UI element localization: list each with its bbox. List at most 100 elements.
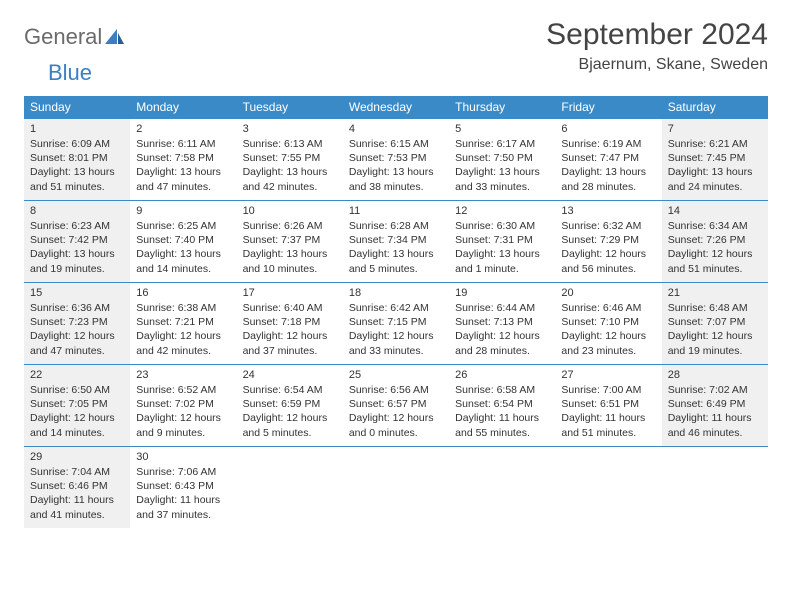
calendar-cell: 13Sunrise: 6:32 AMSunset: 7:29 PMDayligh…: [555, 200, 661, 282]
month-title: September 2024: [546, 18, 768, 52]
brand-word-2: Blue: [48, 60, 92, 86]
calendar-cell: 9Sunrise: 6:25 AMSunset: 7:40 PMDaylight…: [130, 200, 236, 282]
sunset-text: Sunset: 7:45 PM: [668, 151, 762, 165]
daylight1-text: Daylight: 13 hours: [243, 247, 337, 261]
daylight1-text: Daylight: 13 hours: [30, 247, 124, 261]
daylight2-text: and 14 minutes.: [30, 426, 124, 440]
sunset-text: Sunset: 7:23 PM: [30, 315, 124, 329]
daylight2-text: and 51 minutes.: [30, 180, 124, 194]
day-number: 20: [561, 287, 655, 299]
calendar-cell: 22Sunrise: 6:50 AMSunset: 7:05 PMDayligh…: [24, 364, 130, 446]
sunset-text: Sunset: 7:37 PM: [243, 233, 337, 247]
calendar-cell: 17Sunrise: 6:40 AMSunset: 7:18 PMDayligh…: [237, 282, 343, 364]
daylight2-text: and 37 minutes.: [243, 344, 337, 358]
day-number: 28: [668, 369, 762, 381]
day-number: 4: [349, 123, 443, 135]
daylight2-text: and 5 minutes.: [243, 426, 337, 440]
sunrise-text: Sunrise: 7:04 AM: [30, 465, 124, 479]
day-number: 8: [30, 205, 124, 217]
day-number: 2: [136, 123, 230, 135]
daylight1-text: Daylight: 13 hours: [349, 247, 443, 261]
daylight2-text: and 51 minutes.: [561, 426, 655, 440]
daylight2-text: and 37 minutes.: [136, 508, 230, 522]
sunrise-text: Sunrise: 6:15 AM: [349, 137, 443, 151]
weekday-header: Tuesday: [237, 96, 343, 118]
day-number: 15: [30, 287, 124, 299]
daylight2-text: and 19 minutes.: [668, 344, 762, 358]
calendar-cell: 1Sunrise: 6:09 AMSunset: 8:01 PMDaylight…: [24, 118, 130, 200]
daylight2-text: and 10 minutes.: [243, 262, 337, 276]
daylight2-text: and 33 minutes.: [455, 180, 549, 194]
calendar-cell: 15Sunrise: 6:36 AMSunset: 7:23 PMDayligh…: [24, 282, 130, 364]
sunset-text: Sunset: 8:01 PM: [30, 151, 124, 165]
daylight1-text: Daylight: 12 hours: [668, 247, 762, 261]
calendar-cell: 23Sunrise: 6:52 AMSunset: 7:02 PMDayligh…: [130, 364, 236, 446]
daylight2-text: and 0 minutes.: [349, 426, 443, 440]
daylight1-text: Daylight: 12 hours: [349, 329, 443, 343]
sunrise-text: Sunrise: 6:32 AM: [561, 219, 655, 233]
logo-sail-icon: [104, 28, 126, 46]
daylight2-text: and 28 minutes.: [455, 344, 549, 358]
calendar-cell: 4Sunrise: 6:15 AMSunset: 7:53 PMDaylight…: [343, 118, 449, 200]
day-number: 9: [136, 205, 230, 217]
sunset-text: Sunset: 7:10 PM: [561, 315, 655, 329]
calendar-cell: 29Sunrise: 7:04 AMSunset: 6:46 PMDayligh…: [24, 446, 130, 528]
daylight1-text: Daylight: 12 hours: [455, 329, 549, 343]
sunset-text: Sunset: 7:02 PM: [136, 397, 230, 411]
weekday-header: Saturday: [662, 96, 768, 118]
daylight1-text: Daylight: 12 hours: [668, 329, 762, 343]
day-number: 22: [30, 369, 124, 381]
day-number: 25: [349, 369, 443, 381]
day-number: 21: [668, 287, 762, 299]
sunrise-text: Sunrise: 6:44 AM: [455, 301, 549, 315]
day-number: 5: [455, 123, 549, 135]
sunrise-text: Sunrise: 6:42 AM: [349, 301, 443, 315]
calendar-cell: 14Sunrise: 6:34 AMSunset: 7:26 PMDayligh…: [662, 200, 768, 282]
sunset-text: Sunset: 7:18 PM: [243, 315, 337, 329]
daylight2-text: and 19 minutes.: [30, 262, 124, 276]
daylight1-text: Daylight: 12 hours: [561, 329, 655, 343]
day-number: 11: [349, 205, 443, 217]
daylight2-text: and 33 minutes.: [349, 344, 443, 358]
daylight2-text: and 56 minutes.: [561, 262, 655, 276]
brand-logo: General: [24, 24, 126, 50]
brand-word-1: General: [24, 24, 102, 50]
weekday-header: Wednesday: [343, 96, 449, 118]
calendar-cell: 3Sunrise: 6:13 AMSunset: 7:55 PMDaylight…: [237, 118, 343, 200]
calendar-cell: 7Sunrise: 6:21 AMSunset: 7:45 PMDaylight…: [662, 118, 768, 200]
daylight2-text: and 1 minute.: [455, 262, 549, 276]
day-number: 18: [349, 287, 443, 299]
sunset-text: Sunset: 6:51 PM: [561, 397, 655, 411]
calendar-cell: 24Sunrise: 6:54 AMSunset: 6:59 PMDayligh…: [237, 364, 343, 446]
daylight1-text: Daylight: 13 hours: [668, 165, 762, 179]
calendar-cell: 26Sunrise: 6:58 AMSunset: 6:54 PMDayligh…: [449, 364, 555, 446]
calendar-cell: 30Sunrise: 7:06 AMSunset: 6:43 PMDayligh…: [130, 446, 236, 528]
title-block: September 2024 Bjaernum, Skane, Sweden: [546, 18, 768, 74]
weekday-header: Monday: [130, 96, 236, 118]
daylight1-text: Daylight: 13 hours: [455, 165, 549, 179]
daylight2-text: and 42 minutes.: [136, 344, 230, 358]
daylight1-text: Daylight: 12 hours: [243, 411, 337, 425]
sunrise-text: Sunrise: 6:38 AM: [136, 301, 230, 315]
sunset-text: Sunset: 7:42 PM: [30, 233, 124, 247]
empty-cell: [555, 446, 661, 528]
calendar-cell: 10Sunrise: 6:26 AMSunset: 7:37 PMDayligh…: [237, 200, 343, 282]
sunrise-text: Sunrise: 6:28 AM: [349, 219, 443, 233]
daylight1-text: Daylight: 11 hours: [561, 411, 655, 425]
sunset-text: Sunset: 6:57 PM: [349, 397, 443, 411]
sunset-text: Sunset: 7:53 PM: [349, 151, 443, 165]
day-number: 14: [668, 205, 762, 217]
sunset-text: Sunset: 7:47 PM: [561, 151, 655, 165]
daylight2-text: and 41 minutes.: [30, 508, 124, 522]
daylight1-text: Daylight: 12 hours: [349, 411, 443, 425]
empty-cell: [343, 446, 449, 528]
sunrise-text: Sunrise: 6:56 AM: [349, 383, 443, 397]
day-number: 26: [455, 369, 549, 381]
day-number: 29: [30, 451, 124, 463]
daylight2-text: and 23 minutes.: [561, 344, 655, 358]
day-number: 27: [561, 369, 655, 381]
sunrise-text: Sunrise: 6:09 AM: [30, 137, 124, 151]
sunrise-text: Sunrise: 6:46 AM: [561, 301, 655, 315]
calendar-cell: 16Sunrise: 6:38 AMSunset: 7:21 PMDayligh…: [130, 282, 236, 364]
sunrise-text: Sunrise: 7:06 AM: [136, 465, 230, 479]
